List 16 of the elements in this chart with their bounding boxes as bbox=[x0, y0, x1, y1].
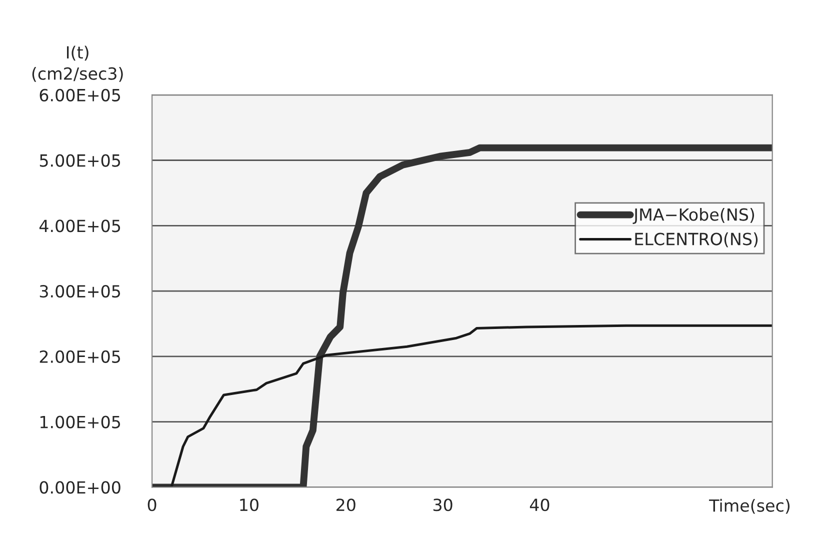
legend-label: JMA−Kobe(NS) bbox=[632, 208, 754, 224]
x-tick-label: 0 bbox=[148, 498, 156, 512]
y-tick-label: 3.00E+05 bbox=[40, 284, 120, 298]
y-tick-label: 4.00E+05 bbox=[39, 220, 120, 232]
x-tick-label: 10 bbox=[240, 498, 258, 512]
legend-label: ELCENTRO(NS) bbox=[635, 232, 758, 248]
y-tick-label: 6.00E+05 bbox=[40, 88, 120, 102]
y-tick-label: 2.00E+05 bbox=[40, 350, 120, 363]
x-tick-label: 40 bbox=[530, 498, 550, 512]
y-tick-label: 0.00E+00 bbox=[40, 481, 120, 494]
y-axis-title: I(t) (cm2/sec3) bbox=[32, 46, 123, 82]
x-tick-label: 20 bbox=[336, 498, 356, 512]
x-axis-title: Time(sec) bbox=[709, 498, 790, 514]
x-tick-label: 30 bbox=[433, 498, 452, 512]
y-tick-label: 1.00E+05 bbox=[40, 416, 120, 428]
y-tick-label: 5.00E+05 bbox=[40, 154, 120, 167]
